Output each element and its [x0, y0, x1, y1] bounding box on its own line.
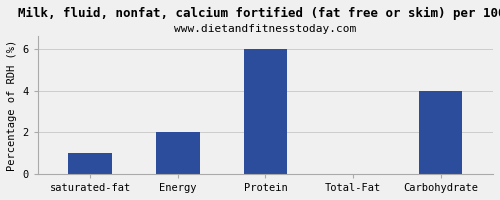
Bar [156, 132, 200, 174]
Bar [68, 153, 112, 174]
Bar [244, 49, 288, 174]
Bar [418, 91, 463, 174]
Title: Milk, fluid, nonfat, calcium fortified (fat free or skim) per 100g: Milk, fluid, nonfat, calcium fortified (… [18, 7, 500, 20]
Text: www.dietandfitnesstoday.com: www.dietandfitnesstoday.com [174, 24, 356, 34]
Y-axis label: Percentage of RDH (%): Percentage of RDH (%) [7, 40, 17, 171]
